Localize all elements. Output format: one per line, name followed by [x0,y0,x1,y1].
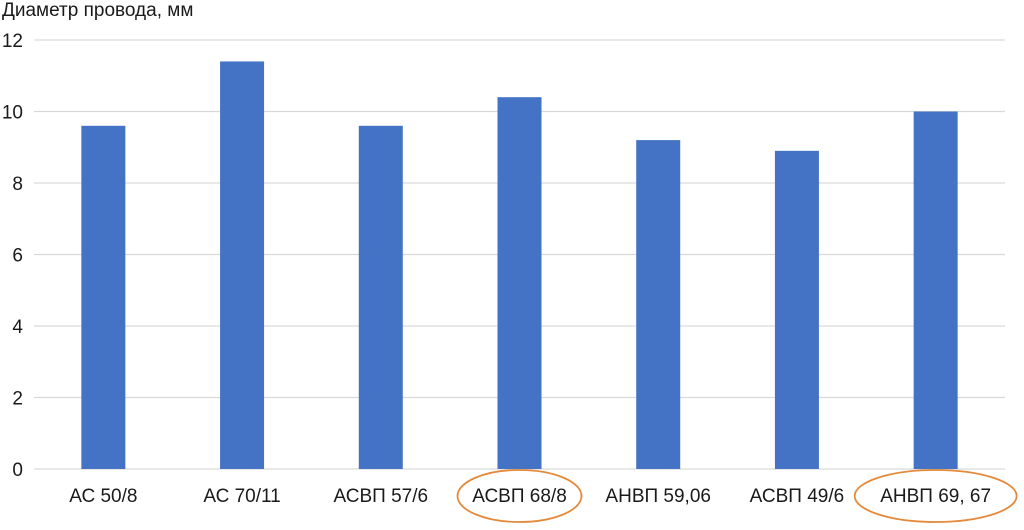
bar [220,61,265,469]
x-tick-label: АНВП 69, 67 [880,486,991,507]
y-tick-label: 10 [2,103,23,124]
bar [913,111,958,469]
y-tick-label: 0 [12,460,23,481]
bar [358,125,403,470]
y-tick-label: 4 [12,317,23,338]
x-tick-label: АС 50/8 [69,486,137,507]
bar [497,97,542,469]
bar [636,140,681,469]
x-tick-label: АС 70/11 [203,486,280,507]
bar [774,150,819,469]
y-tick-label: 6 [12,246,23,267]
x-tick-label: АСВП 57/6 [333,486,428,507]
y-axis-label: Диаметр провода, мм [2,0,194,21]
y-tick-label: 2 [12,389,23,410]
y-tick-label: 12 [2,31,23,52]
x-tick-label: АСВП 49/6 [750,486,845,507]
bar [81,125,126,470]
y-tick-label: 8 [12,174,23,195]
highlight-ellipse [456,469,583,523]
x-tick-label: АСВП 68/8 [472,486,567,507]
highlight-ellipse [853,469,1018,523]
x-tick-label: АНВП 59,06 [605,486,711,507]
